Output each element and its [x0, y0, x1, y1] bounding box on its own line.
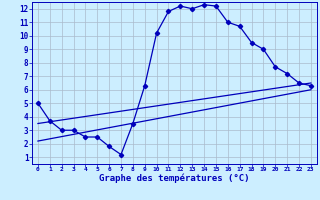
X-axis label: Graphe des températures (°C): Graphe des températures (°C) — [99, 174, 250, 183]
